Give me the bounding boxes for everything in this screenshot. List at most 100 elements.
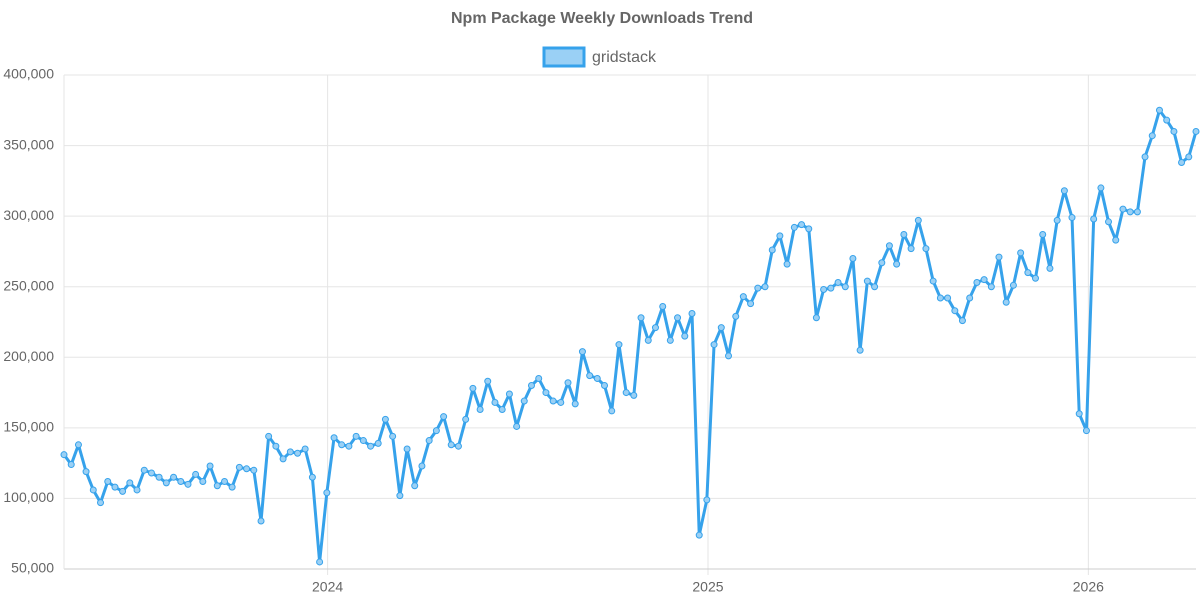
point	[1017, 249, 1025, 257]
point	[841, 283, 849, 291]
point	[535, 374, 543, 382]
point	[659, 302, 667, 310]
point	[491, 398, 499, 406]
point	[695, 531, 703, 539]
point	[1082, 427, 1090, 435]
point	[1178, 159, 1186, 167]
point	[768, 246, 776, 254]
point	[798, 221, 806, 229]
point	[1141, 153, 1149, 161]
point	[914, 216, 922, 224]
point	[126, 479, 134, 487]
point	[1185, 153, 1193, 161]
point	[345, 442, 353, 450]
point	[1002, 298, 1010, 306]
point	[111, 483, 119, 491]
point	[177, 477, 185, 485]
point	[1097, 184, 1105, 192]
point	[1126, 208, 1134, 216]
point	[1090, 215, 1098, 223]
point	[279, 455, 287, 463]
point	[601, 382, 609, 390]
point	[82, 468, 90, 476]
point	[834, 278, 842, 286]
point	[170, 473, 178, 481]
legend-swatch	[542, 46, 586, 68]
point	[674, 314, 682, 322]
point	[1039, 230, 1047, 238]
point	[1068, 214, 1076, 222]
y-tick-label: 100,000	[3, 489, 54, 505]
point	[418, 462, 426, 470]
point	[1075, 410, 1083, 418]
point	[425, 437, 433, 445]
point	[571, 400, 579, 408]
point	[119, 487, 127, 495]
point	[644, 336, 652, 344]
point	[1046, 264, 1054, 272]
point	[871, 283, 879, 291]
point	[67, 461, 75, 469]
point	[330, 434, 338, 442]
point	[447, 441, 455, 449]
point	[1155, 106, 1163, 114]
point	[323, 489, 331, 497]
point	[74, 441, 82, 449]
point	[1192, 127, 1200, 135]
point	[1009, 281, 1017, 289]
point	[878, 259, 886, 267]
point	[820, 286, 828, 294]
point	[1053, 216, 1061, 224]
point	[1031, 274, 1039, 282]
y-tick-label: 350,000	[3, 136, 54, 152]
point	[893, 260, 901, 268]
point	[527, 382, 535, 390]
point	[951, 307, 959, 315]
point	[265, 432, 273, 440]
point	[651, 324, 659, 332]
point	[162, 479, 170, 487]
point	[498, 406, 506, 414]
point	[856, 346, 864, 354]
point	[827, 284, 835, 292]
point	[294, 449, 302, 457]
point	[542, 389, 550, 397]
point	[732, 312, 740, 320]
point	[206, 462, 214, 470]
point	[221, 477, 229, 485]
point	[359, 437, 367, 445]
x-tick-label: 2026	[1073, 579, 1104, 595]
point	[89, 486, 97, 494]
point	[929, 277, 937, 285]
point	[987, 283, 995, 291]
point	[104, 477, 112, 485]
line	[62, 108, 1198, 564]
point	[973, 278, 981, 286]
point	[389, 432, 397, 440]
point	[381, 415, 389, 423]
y-tick-label: 300,000	[3, 207, 54, 223]
point	[272, 442, 280, 450]
point	[308, 473, 316, 481]
point	[980, 276, 988, 284]
point	[316, 558, 324, 566]
point	[717, 324, 725, 332]
point	[754, 284, 762, 292]
point	[681, 332, 689, 340]
point	[776, 232, 784, 240]
point	[593, 374, 601, 382]
point	[1119, 205, 1127, 213]
x-tick-label: 2025	[692, 579, 723, 595]
chart-title: Npm Package Weekly Downloads Trend	[451, 10, 753, 27]
point	[761, 283, 769, 291]
point	[367, 442, 375, 450]
point	[411, 482, 419, 490]
point	[922, 245, 930, 253]
point	[907, 245, 915, 253]
x-tick-label: 2024	[312, 579, 343, 595]
point	[1133, 208, 1141, 216]
point	[97, 499, 105, 507]
point	[286, 448, 294, 456]
